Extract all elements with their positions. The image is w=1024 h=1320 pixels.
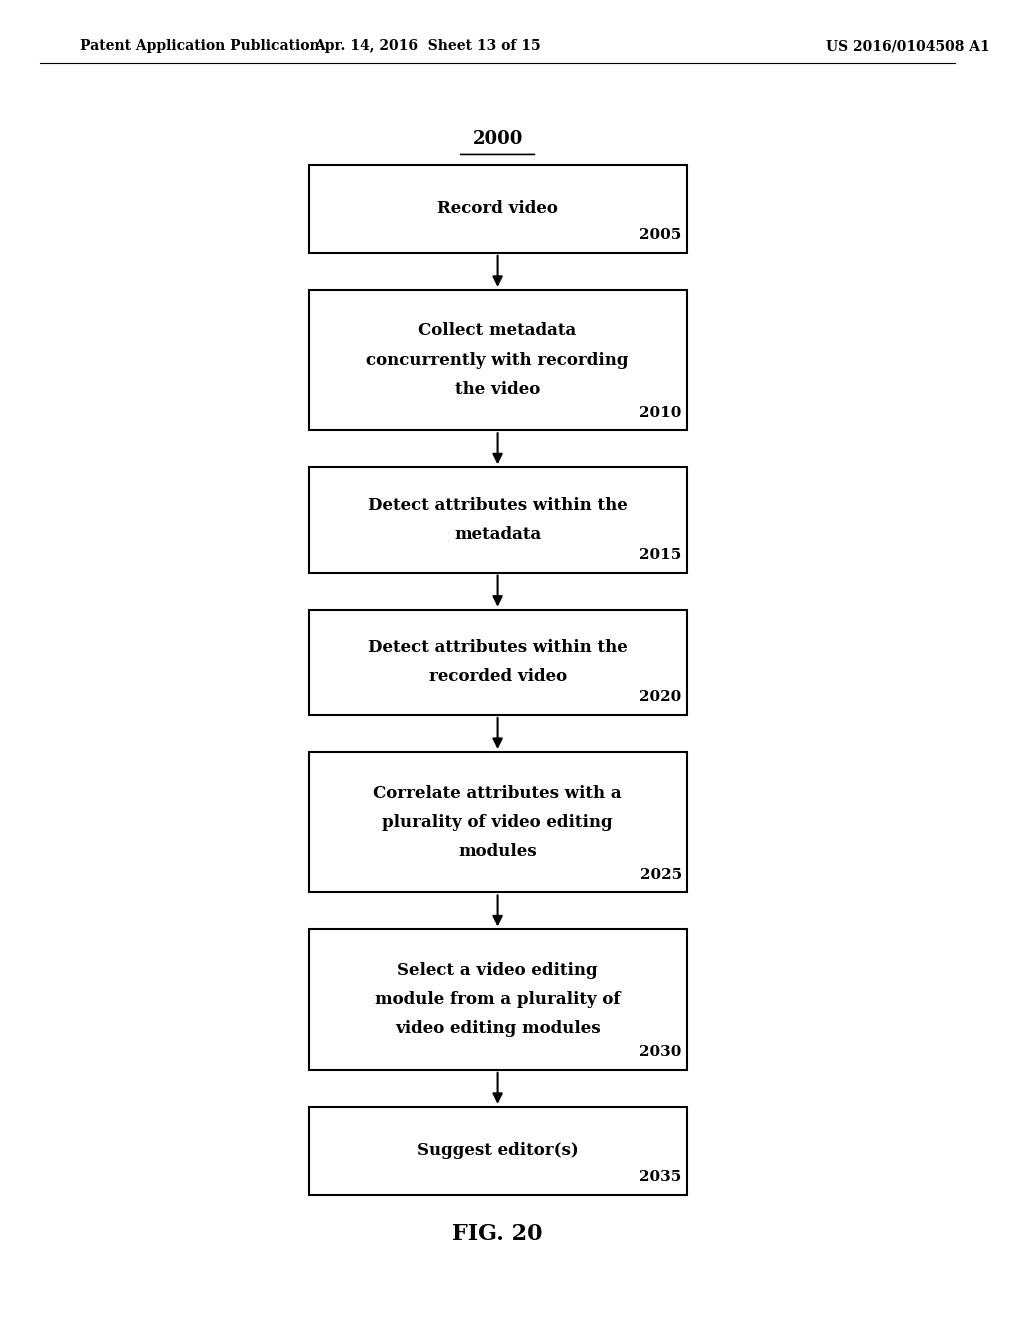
Text: 2035: 2035 [639,1170,682,1184]
Text: Detect attributes within the: Detect attributes within the [368,496,628,513]
Text: the video: the video [455,380,541,397]
Text: 2025: 2025 [640,867,682,882]
Text: recorded video: recorded video [428,668,566,685]
Text: 2005: 2005 [639,228,682,243]
Text: 2000: 2000 [472,129,523,148]
FancyBboxPatch shape [308,752,687,892]
Text: 2010: 2010 [639,405,682,420]
Text: plurality of video editing: plurality of video editing [382,813,613,830]
Text: Apr. 14, 2016  Sheet 13 of 15: Apr. 14, 2016 Sheet 13 of 15 [314,40,542,53]
Text: US 2016/0104508 A1: US 2016/0104508 A1 [826,40,990,53]
Text: Select a video editing: Select a video editing [397,962,598,979]
Text: concurrently with recording: concurrently with recording [367,351,629,368]
Text: 2015: 2015 [639,548,682,562]
Text: FIG. 20: FIG. 20 [453,1224,543,1245]
Text: Correlate attributes with a: Correlate attributes with a [374,784,622,801]
Text: video editing modules: video editing modules [395,1020,600,1038]
Text: Patent Application Publication: Patent Application Publication [80,40,319,53]
Text: Record video: Record video [437,201,558,218]
FancyBboxPatch shape [308,610,687,715]
FancyBboxPatch shape [308,1106,687,1195]
FancyBboxPatch shape [308,467,687,573]
Text: modules: modules [459,842,537,859]
Text: Collect metadata: Collect metadata [419,322,577,339]
Text: 2020: 2020 [639,690,682,705]
Text: module from a plurality of: module from a plurality of [375,991,621,1008]
Text: metadata: metadata [454,525,542,543]
Text: 2030: 2030 [639,1045,682,1059]
FancyBboxPatch shape [308,290,687,430]
Text: Detect attributes within the: Detect attributes within the [368,639,628,656]
Text: Suggest editor(s): Suggest editor(s) [417,1142,579,1159]
FancyBboxPatch shape [308,165,687,253]
FancyBboxPatch shape [308,929,687,1069]
